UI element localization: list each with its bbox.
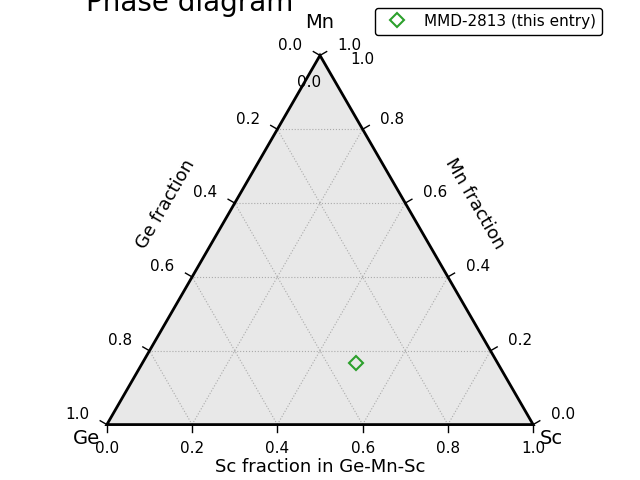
Text: 0.0: 0.0	[551, 407, 575, 422]
Text: 0.4: 0.4	[466, 259, 490, 274]
Text: Sc fraction in Ge-Mn-Sc: Sc fraction in Ge-Mn-Sc	[215, 458, 425, 476]
Text: Ge fraction: Ge fraction	[132, 156, 198, 252]
Text: Sc: Sc	[540, 429, 563, 448]
Text: 1.0: 1.0	[338, 38, 362, 53]
Text: Mn: Mn	[305, 13, 335, 32]
Text: Ge: Ge	[74, 429, 100, 448]
Text: Mn fraction: Mn fraction	[442, 155, 508, 252]
Text: 0.0: 0.0	[298, 74, 321, 90]
Text: 0.4: 0.4	[193, 185, 217, 200]
Text: 0.2: 0.2	[236, 111, 260, 127]
Text: 0.6: 0.6	[423, 185, 447, 200]
Text: 0.2: 0.2	[508, 333, 532, 348]
Text: 0.2: 0.2	[180, 441, 204, 456]
Text: 0.8: 0.8	[436, 441, 460, 456]
Text: Phase diagram: Phase diagram	[86, 0, 293, 17]
Text: 1.0: 1.0	[521, 441, 545, 456]
Text: 0.0: 0.0	[278, 38, 302, 53]
Text: 0.8: 0.8	[108, 333, 132, 348]
Text: 0.8: 0.8	[380, 111, 404, 127]
Text: 0.6: 0.6	[150, 259, 174, 274]
Text: 0.4: 0.4	[266, 441, 289, 456]
Text: 1.0: 1.0	[65, 407, 89, 422]
Text: 0.0: 0.0	[95, 441, 119, 456]
Text: 1.0: 1.0	[350, 52, 374, 67]
Legend: MMD-2813 (this entry): MMD-2813 (this entry)	[375, 8, 602, 35]
Polygon shape	[107, 55, 533, 425]
Text: 0.6: 0.6	[351, 441, 375, 456]
